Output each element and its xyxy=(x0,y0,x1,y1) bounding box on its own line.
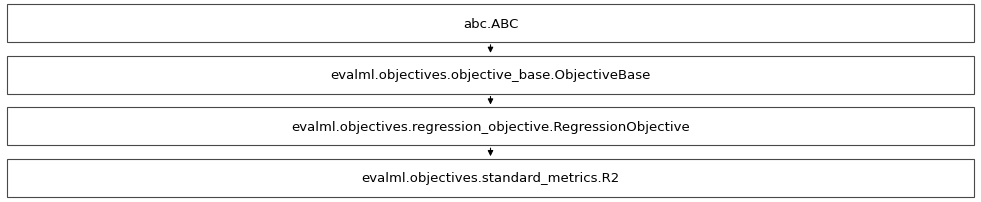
Text: evalml.objectives.standard_metrics.R2: evalml.objectives.standard_metrics.R2 xyxy=(361,172,620,185)
FancyBboxPatch shape xyxy=(7,56,974,94)
FancyBboxPatch shape xyxy=(7,159,974,197)
Text: evalml.objectives.regression_objective.RegressionObjective: evalml.objectives.regression_objective.R… xyxy=(291,120,690,133)
Text: evalml.objectives.objective_base.ObjectiveBase: evalml.objectives.objective_base.Objecti… xyxy=(331,69,650,82)
FancyBboxPatch shape xyxy=(7,5,974,43)
Text: abc.ABC: abc.ABC xyxy=(463,17,518,30)
FancyBboxPatch shape xyxy=(7,108,974,146)
